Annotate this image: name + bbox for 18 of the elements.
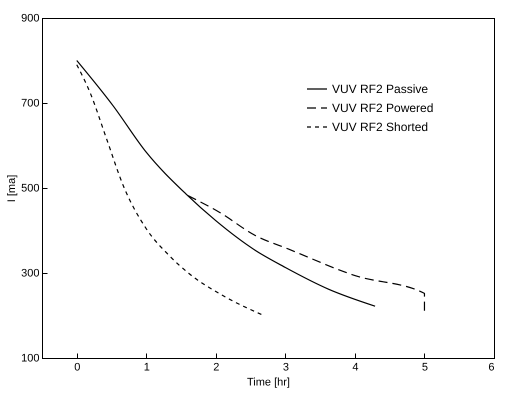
x-tick-label: 3	[282, 362, 289, 374]
y-tick-label: 500	[21, 182, 40, 194]
legend-label: VUV RF2 Shorted	[332, 120, 428, 134]
line-series	[76, 64, 264, 316]
x-tick-label: 5	[422, 362, 428, 374]
x-tick-label: 4	[352, 362, 358, 374]
y-tick-label: 300	[21, 268, 40, 280]
y-tick-label: 900	[21, 12, 40, 24]
x-axis-title: Time [hr]	[247, 376, 290, 388]
x-tick-label: 0	[74, 362, 80, 374]
x-tick-label: 6	[488, 362, 494, 374]
legend-label: VUV RF2 Passive	[332, 82, 428, 96]
y-tick-label: 100	[21, 352, 40, 364]
y-axis-title: I [ma]	[6, 174, 18, 202]
y-tick-label: 700	[21, 98, 40, 110]
legend-label: VUV RF2 Powered	[332, 101, 434, 115]
x-tick-label: 1	[144, 362, 150, 374]
x-tick-label: 2	[213, 362, 220, 374]
